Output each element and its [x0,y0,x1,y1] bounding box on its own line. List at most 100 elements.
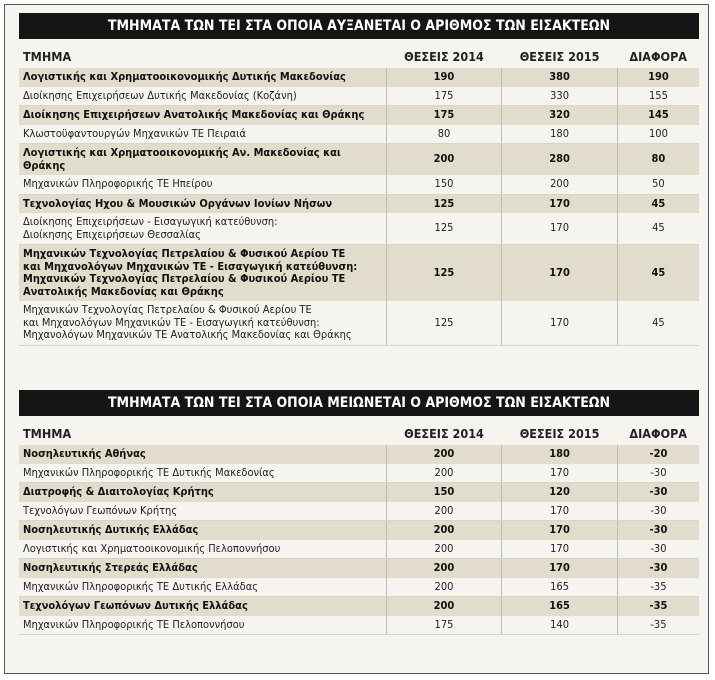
number-cell: 125 [385,213,502,245]
number-cell: 380 [501,68,618,87]
table-row: Τεχνολόγων Γεωπόνων Δυτικής Ελλάδας 200 16… [19,596,699,616]
number-cell: 170 [501,194,618,213]
number-cell: 175 [385,615,502,635]
department-cell: Διοίκησης Επιχειρήσεων - Εισαγωγική κατε… [19,213,387,245]
number-cell: 125 [385,194,502,213]
number-cell: 170 [501,463,618,483]
table-row: Μηχανικών Πληροφορικής ΤΕ Ηπείρου 150 200 5… [19,175,699,195]
number-cell: 45 [616,244,699,301]
number-cell: 50 [616,175,699,195]
table-row: Νοσηλευτικής Στερεάς Ελλάδας 200 170 -30 [19,558,699,578]
table-row: Κλωστοϋφαντουργών Μηχανικών ΤΕ Πειραιά 80… [19,124,699,144]
number-cell: 125 [385,301,502,346]
column-header: ΘΕΣΕΙΣ 2014 [404,48,484,64]
number-cell: 200 [385,143,502,175]
number-cell: 170 [501,301,618,346]
number-cell: -30 [616,520,699,540]
number-cell: 175 [385,86,502,106]
department-cell: Μηχανικών Πληροφορικής ΤΕ Πελοποννήσου [19,615,387,635]
number-cell: 165 [501,596,618,616]
header-row: ΤΜΗΜΑ ΘΕΣΕΙΣ 2014 ΘΕΣΕΙΣ 2015 ΔΙΑΦΟΡΑ [19,39,699,68]
table-row: Διατροφής & Διαιτολογίας Κρήτης 150 120 -30 [19,482,699,502]
department-cell: Νοσηλευτικής Αθήνας [19,445,387,464]
number-cell: -30 [616,482,699,502]
table-block: ΤΜΗΜΑΤΑ ΤΩΝ ΤΕΙ ΣΤΑ ΟΠΟΙΑ ΜΕΙΩΝΕΤΑΙ Ο ΑΡ… [19,390,699,635]
number-cell: 170 [501,244,618,301]
number-cell: 200 [501,175,618,195]
department-cell: Μηχανικών Τεχνολογίας Πετρελαίου & Φυσικ… [19,301,387,346]
department-cell: Νοσηλευτικής Δυτικής Ελλάδας [19,520,387,540]
number-cell: 200 [385,445,502,464]
table-row: Διοίκησης Επιχειρήσεων Ανατολικής Μακεδο… [19,105,699,125]
department-cell: Νοσηλευτικής Στερεάς Ελλάδας [19,558,387,578]
number-cell: 125 [385,244,502,301]
number-cell: 155 [616,86,699,106]
department-cell: Μηχανικών Πληροφορικής ΤΕ Δυτικής Μακεδο… [19,463,387,483]
table-row: Μηχανικών Τεχνολογίας Πετρελαίου & Φυσικ… [19,244,699,301]
department-cell: Λογιστικής και Χρηματοοικονομικής Δυτική… [19,68,387,87]
number-cell: 45 [616,194,699,213]
table-row: Λογιστικής και Χρηματοοικονομικής Αν. Μα… [19,143,699,175]
table-row: Μηχανικών Πληροφορικής ΤΕ Δυτικής Μακεδο… [19,463,699,483]
table-row: Μηχανικών Πληροφορικής ΤΕ Πελοποννήσου 17… [19,615,699,635]
table-row: Νοσηλευτικής Αθήνας 200 180 -20 [19,445,699,464]
department-cell: Μηχανικών Πληροφορικής ΤΕ Δυτικής Ελλάδα… [19,577,387,597]
column-header: ΔΙΑΦΟΡΑ [629,425,688,441]
number-cell: -30 [616,558,699,578]
number-cell: 100 [616,124,699,144]
column-header: ΤΜΗΜΑ [23,425,72,441]
number-cell: 45 [616,213,699,245]
table-row: Μηχανικών Πληροφορικής ΤΕ Δυτικής Ελλάδα… [19,577,699,597]
number-cell: -30 [616,539,699,559]
number-cell: 165 [501,577,618,597]
number-cell: 280 [501,143,618,175]
number-cell: 170 [501,520,618,540]
header-row: ΤΜΗΜΑ ΘΕΣΕΙΣ 2014 ΘΕΣΕΙΣ 2015 ΔΙΑΦΟΡΑ [19,416,699,445]
column-header: ΘΕΣΕΙΣ 2015 [519,425,600,441]
table-row: Λογιστικής και Χρηματοοικονομικής Δυτική… [19,68,699,87]
number-cell: 200 [385,463,502,483]
number-cell: -30 [616,501,699,521]
number-cell: 190 [616,68,699,87]
number-cell: 330 [501,86,618,106]
table-block: ΤΜΗΜΑΤΑ ΤΩΝ ΤΕΙ ΣΤΑ ΟΠΟΙΑ ΑΥΞΑΝΕΤΑΙ Ο ΑΡ… [19,13,699,346]
department-cell: Μηχανικών Τεχνολογίας Πετρελαίου & Φυσικ… [19,244,387,301]
number-cell: 170 [501,501,618,521]
table-row: Μηχανικών Τεχνολογίας Πετρελαίου & Φυσικ… [19,301,699,346]
number-cell: -20 [616,445,699,464]
number-cell: 170 [501,539,618,559]
number-cell: 180 [501,124,618,144]
number-cell: 80 [616,143,699,175]
table-row: Διοίκησης Επιχειρήσεων - Εισαγωγική κατε… [19,213,699,245]
department-cell: Τεχνολόγων Γεωπόνων Δυτικής Ελλάδας [19,596,387,616]
number-cell: -35 [616,615,699,635]
table-row: Λογιστικής και Χρηματοοικονομικής Πελοπο… [19,539,699,559]
number-cell: 200 [385,558,502,578]
table-row: Τεχνολογίας Ηχου & Μουσικών Οργάνων Ιονί… [19,194,699,213]
number-cell: 150 [385,175,502,195]
column-header: ΘΕΣΕΙΣ 2014 [404,425,484,441]
number-cell: 120 [501,482,618,502]
department-cell: Τεχνολογίας Ηχου & Μουσικών Οργάνων Ιονί… [19,194,387,213]
number-cell: 170 [501,213,618,245]
column-header: ΘΕΣΕΙΣ 2015 [519,48,600,64]
department-cell: Μηχανικών Πληροφορικής ΤΕ Ηπείρου [19,175,387,195]
number-cell: 200 [385,520,502,540]
number-cell: 200 [385,501,502,521]
number-cell: 140 [501,615,618,635]
table-title: ΤΜΗΜΑΤΑ ΤΩΝ ΤΕΙ ΣΤΑ ΟΠΟΙΑ ΑΥΞΑΝΕΤΑΙ Ο ΑΡ… [19,13,699,39]
department-cell: Λογιστικής και Χρηματοοικονομικής Αν. Μα… [19,143,387,175]
data-table: ΤΜΗΜΑ ΘΕΣΕΙΣ 2014 ΘΕΣΕΙΣ 2015 ΔΙΑΦΟΡΑ Νοσηλε… [19,416,699,635]
department-cell: Κλωστοϋφαντουργών Μηχανικών ΤΕ Πειραιά [19,124,387,144]
number-cell: 145 [616,105,699,125]
number-cell: -35 [616,596,699,616]
department-cell: Λογιστικής και Χρηματοοικονομικής Πελοπο… [19,539,387,559]
department-cell: Διοίκησης Επιχειρήσεων Ανατολικής Μακεδο… [19,105,387,125]
table-row: Τεχνολόγων Γεωπόνων Κρήτης 200 170 -30 [19,501,699,521]
number-cell: 180 [501,445,618,464]
department-cell: Διατροφής & Διαιτολογίας Κρήτης [19,482,387,502]
column-header: ΔΙΑΦΟΡΑ [629,48,688,64]
number-cell: 45 [616,301,699,346]
number-cell: 200 [385,539,502,559]
table-row: Νοσηλευτικής Δυτικής Ελλάδας 200 170 -30 [19,520,699,540]
